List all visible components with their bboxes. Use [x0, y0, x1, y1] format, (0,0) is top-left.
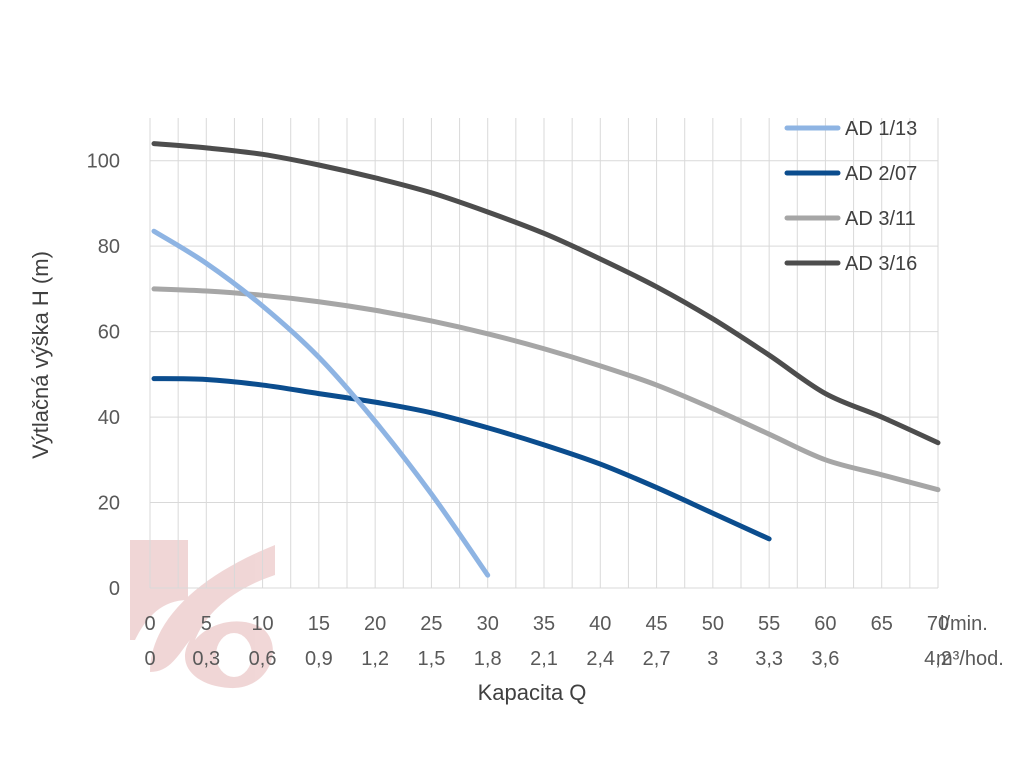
- x-tick-label: 0: [144, 613, 155, 635]
- y-tick-label: 40: [98, 407, 120, 429]
- x-tick-label: 55: [758, 613, 780, 635]
- x-secondary-tick-label: 0,9: [305, 648, 333, 670]
- x-tick-label: 35: [533, 613, 555, 635]
- x-secondary-tick-label: 1,5: [418, 648, 446, 670]
- x-secondary-tick-label: 3,3: [755, 648, 783, 670]
- series-lines: [151, 141, 941, 578]
- x-secondary-tick-label: 1,8: [474, 648, 502, 670]
- series-line-ad-3-16: [151, 141, 941, 446]
- x-tick-label: 20: [364, 613, 386, 635]
- x-tick-label: 60: [814, 613, 836, 635]
- x-secondary-tick-label: 2,4: [586, 648, 614, 670]
- legend-label: AD 3/16: [845, 253, 917, 275]
- x-tick-label: 50: [702, 613, 724, 635]
- x-unit-label: l/min.: [940, 613, 988, 635]
- x-tick-label: 30: [477, 613, 499, 635]
- x-secondary-tick-label: 0: [144, 648, 155, 670]
- y-tick-label: 100: [87, 151, 120, 173]
- watermark-logo: [130, 540, 275, 689]
- x-axis-title: Kapacita Q: [478, 680, 587, 705]
- x-secondary-tick-label: 0,6: [249, 648, 277, 670]
- x-secondary-tick-label: 3: [707, 648, 718, 670]
- x-secondary-unit-label: m³/hod.: [936, 648, 1004, 670]
- legend-label: AD 2/07: [845, 163, 917, 185]
- x-tick-label: 65: [871, 613, 893, 635]
- x-tick-label: 15: [308, 613, 330, 635]
- legend-label: AD 1/13: [845, 118, 917, 140]
- y-tick-label: 60: [98, 322, 120, 344]
- x-secondary-tick-label: 0,3: [192, 648, 220, 670]
- x-secondary-tick-label: 3,6: [812, 648, 840, 670]
- grid: [149, 118, 939, 589]
- series-line-ad-2-07: [151, 376, 772, 542]
- x-secondary-tick-label: 1,2: [361, 648, 389, 670]
- x-tick-label: 70: [927, 613, 949, 635]
- y-tick-label: 80: [98, 236, 120, 258]
- y-tick-label: 0: [109, 578, 120, 600]
- y-tick-label: 20: [98, 493, 120, 515]
- legend: AD 1/13 AD 2/07 AD 3/11 AD 3/16: [784, 118, 917, 275]
- x-secondary-tick-label: 4,2: [924, 648, 952, 670]
- legend-label: AD 3/11: [845, 208, 916, 230]
- y-axis-title: Výtlačná výška H (m): [28, 251, 53, 459]
- x-secondary-tick-label: 2,1: [530, 648, 558, 670]
- x-tick-label: 25: [420, 613, 442, 635]
- series-line-ad-3-11: [151, 286, 941, 493]
- x-tick-label: 5: [201, 613, 212, 635]
- series-line-ad-1-13: [151, 228, 491, 578]
- x-secondary-tick-label: 2,7: [643, 648, 671, 670]
- x-tick-label: 40: [589, 613, 611, 635]
- x-tick-label: 45: [645, 613, 667, 635]
- x-tick-label: 10: [251, 613, 273, 635]
